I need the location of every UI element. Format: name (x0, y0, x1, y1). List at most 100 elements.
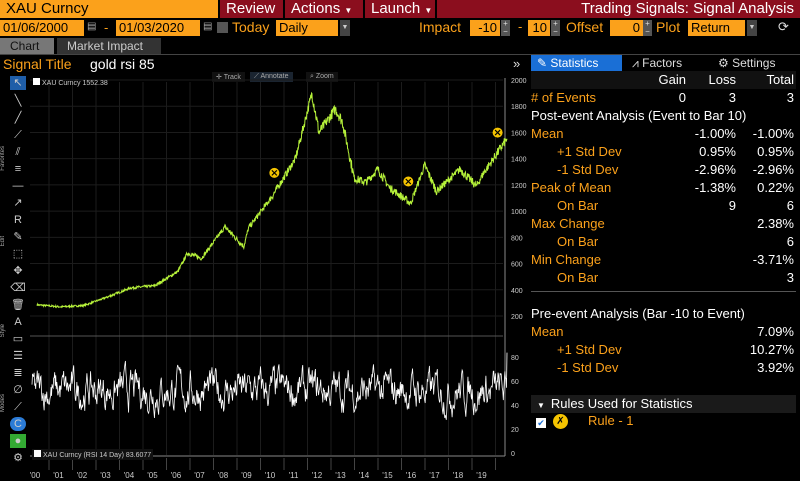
text-icon[interactable]: R (14, 214, 22, 226)
pen-icon[interactable]: ✎ (13, 231, 23, 243)
review-button[interactable]: Review (220, 0, 283, 18)
line-style-icon[interactable]: ☰ (13, 350, 23, 362)
arrow-icon[interactable]: ↗ (13, 197, 23, 209)
tab-settings[interactable]: ⚙ Settings (718, 55, 775, 71)
stat-total: 6 (786, 234, 794, 249)
actions-menu[interactable]: Actions ▼ (285, 0, 363, 18)
rules-title: Rules Used for Statistics (550, 396, 693, 411)
start-date-input[interactable]: 01/06/2000 (0, 20, 84, 36)
stat-row: Mean 7.09% (531, 323, 796, 341)
line-width-icon[interactable]: ≣ (13, 367, 23, 379)
tab-statistics[interactable]: ✎ Statistics (531, 55, 622, 71)
rules-section-header[interactable]: ▼ Rules Used for Statistics (531, 395, 796, 413)
rule-label[interactable]: Rule - 1 (588, 413, 634, 428)
stat-total: -2.96% (752, 162, 794, 177)
font-icon[interactable]: A (14, 316, 22, 328)
price-tick-label: 400 (511, 288, 523, 295)
rsi-legend: XAU Curncy (RSI 14 Day) 83.6077 (32, 449, 154, 460)
rsi-legend-text: XAU Curncy (RSI 14 Day) 83.6077 (43, 452, 152, 459)
hline-icon[interactable]: — (12, 180, 24, 192)
end-date-input[interactable]: 01/03/2020 (116, 20, 200, 36)
tab-factors[interactable]: ⩘ Factors (632, 55, 682, 71)
tab-chart[interactable]: Chart (0, 38, 54, 54)
rsi-tick-label: 0 (511, 451, 515, 458)
stat-loss: 0.95% (699, 144, 736, 159)
x-tick-label: '08 (218, 471, 229, 480)
tab-market-impact[interactable]: Market Impact (57, 38, 161, 54)
offset-label: Offset (566, 19, 604, 35)
stat-label: +1 Std Dev (557, 342, 622, 357)
ticker-field[interactable]: XAU Curncy (0, 0, 218, 18)
impact-from-stepper[interactable]: + − (501, 20, 510, 36)
chevron-down-icon: ▼ (537, 401, 545, 410)
rsi-tick-label: 60 (511, 379, 519, 386)
stat-row: Max Change 2.38% (531, 215, 796, 233)
impact-to-stepper[interactable]: + − (551, 20, 560, 36)
channel-icon[interactable]: ⫽ (15, 146, 21, 158)
stat-row: +1 Std Dev 0.95% 0.95% (531, 143, 796, 161)
impact-from-input[interactable]: -10 (470, 20, 500, 36)
statistics-label: Statistics (550, 56, 599, 70)
stat-label: Min Change (531, 252, 602, 267)
link-icon[interactable]: ∅ (13, 384, 23, 396)
stat-total: 10.27% (749, 342, 794, 357)
zoom-button[interactable]: ⌕ Zoom (306, 72, 338, 82)
calendar-icon[interactable]: ▤ (203, 21, 213, 32)
fill-icon[interactable]: ▭ (12, 333, 24, 345)
move-icon[interactable]: ✥ (13, 265, 23, 277)
stat-total: -1.00% (752, 126, 794, 141)
rule-checkbox[interactable]: ✔ (536, 418, 546, 428)
ray-icon[interactable]: ╱ (14, 112, 22, 124)
rule-signal-icon: ✗ (553, 414, 568, 429)
x-tick-label: '00 (30, 471, 41, 480)
price-legend-text: XAU Curncy 1552.38 (42, 80, 108, 87)
price-tick-label: 1000 (511, 209, 527, 216)
signal-marker-icon (494, 129, 501, 136)
chevron-down-icon: ▼ (424, 6, 433, 15)
chevron-down-icon[interactable]: ▼ (747, 20, 757, 36)
x-tick-label: '07 (194, 471, 205, 480)
delete-icon[interactable]: 🗑 (11, 299, 25, 311)
track-button[interactable]: ✛ Track (212, 72, 245, 82)
color-icon[interactable]: ● (10, 434, 26, 448)
annotate-button[interactable]: ⟋ Annotate (250, 72, 293, 82)
pointer-icon[interactable]: ↖ (10, 76, 26, 90)
refresh-icon[interactable]: ⟳ (778, 19, 789, 34)
collapse-panel-icon[interactable]: » (513, 56, 521, 71)
offset-stepper[interactable]: + − (643, 20, 652, 36)
eraser-icon[interactable]: ⌫ (10, 282, 26, 294)
price-tick-label: 2000 (511, 78, 527, 85)
calendar-icon[interactable]: ▤ (87, 21, 97, 32)
stat-label: Max Change (531, 216, 605, 231)
brush-icon[interactable]: ⟋ (14, 401, 22, 413)
price-chart[interactable]: '00 '01 '02 '03 '04 '05 '06 '07 '08 '09 '10 '11 '12 '… (0, 0, 530, 481)
mode-icon[interactable]: C (10, 417, 26, 431)
rsi-tick-label: 80 (511, 355, 519, 362)
x-tick-label: '12 (312, 471, 323, 480)
stats-header: Gain Loss Total (531, 71, 796, 89)
stat-label: On Bar (557, 234, 599, 249)
rsi-line (31, 352, 508, 420)
line-icon[interactable]: ╲ (14, 95, 22, 107)
impact-to-input[interactable]: 10 (528, 20, 550, 36)
gear-icon[interactable]: ⚙ (13, 452, 23, 464)
today-checkbox[interactable] (217, 22, 228, 33)
offset-input[interactable]: 0 (610, 20, 643, 36)
rsi-tick-label: 40 (511, 403, 519, 410)
price-tick-label: 200 (511, 314, 523, 321)
events-loss: 3 (728, 90, 736, 105)
fibonacci-icon[interactable]: ≡ (14, 163, 22, 175)
x-tick-label: '18 (453, 471, 464, 480)
events-label: # of Events (531, 90, 597, 105)
today-label: Today (232, 19, 270, 35)
select-icon[interactable]: ⬚ (12, 248, 24, 260)
frequency-select[interactable]: Daily (276, 20, 338, 36)
stat-total: 3.92% (757, 360, 794, 375)
price-tick-label: 1400 (511, 157, 527, 164)
plot-select[interactable]: Return (688, 20, 745, 36)
trendline-icon[interactable]: ⟋ (14, 129, 22, 141)
launch-menu[interactable]: Launch ▼ (365, 0, 435, 18)
chevron-down-icon[interactable]: ▼ (340, 20, 350, 36)
launch-label: Launch (371, 0, 421, 17)
x-tick-label: '04 (124, 471, 135, 480)
